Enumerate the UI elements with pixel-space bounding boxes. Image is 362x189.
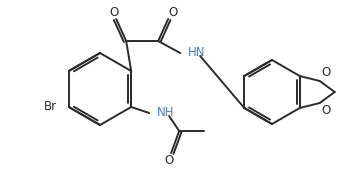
Text: NH: NH [157, 105, 175, 119]
Text: HN: HN [188, 46, 206, 59]
Text: O: O [321, 105, 331, 118]
Text: O: O [321, 67, 331, 80]
Text: O: O [165, 154, 174, 167]
Text: O: O [110, 5, 119, 19]
Text: O: O [169, 6, 178, 19]
Text: Br: Br [44, 101, 57, 114]
